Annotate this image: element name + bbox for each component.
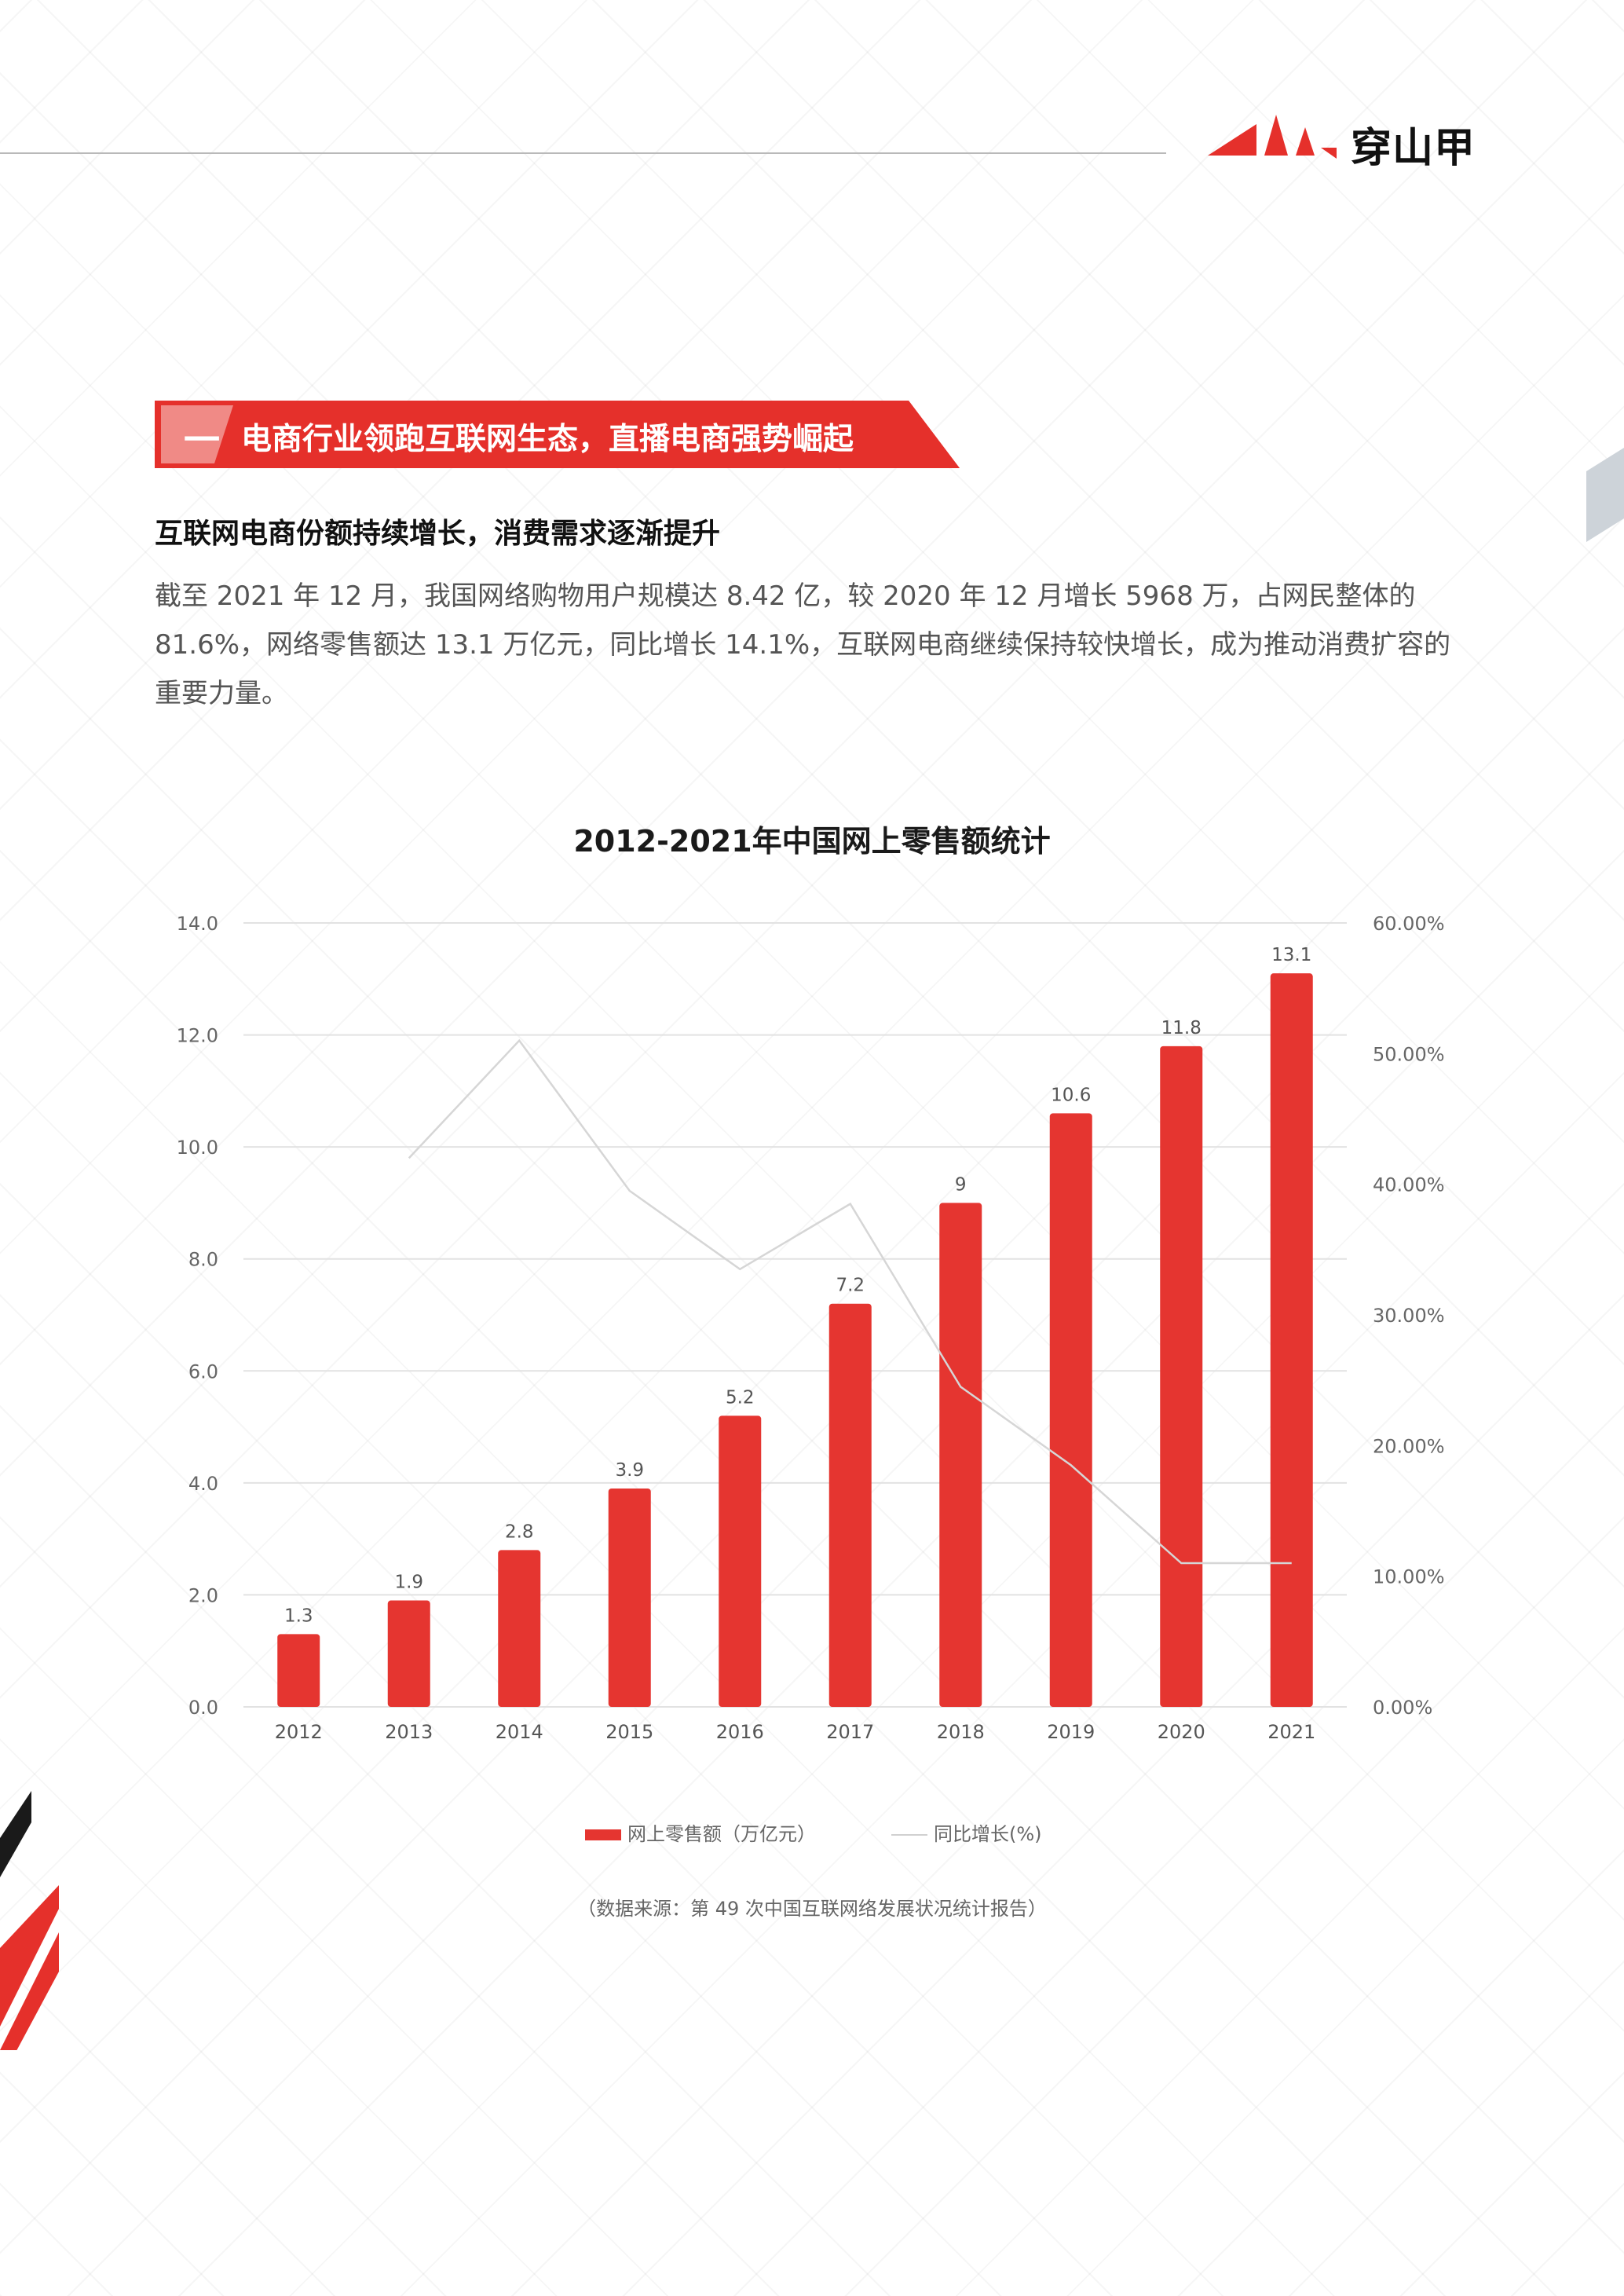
x-tick-label: 2021 <box>1267 1721 1315 1743</box>
legend-line-label: 同比增长(%) <box>934 1823 1042 1845</box>
bar-value-label: 3.9 <box>615 1460 644 1481</box>
y2-tick-label: 50.00% <box>1373 1043 1445 1065</box>
legend-bar-label: 网上零售额（万亿元） <box>627 1823 816 1845</box>
bar-value-label: 7.2 <box>836 1276 865 1296</box>
legend-item-bar: 网上零售额（万亿元） <box>585 1818 816 1846</box>
y-tick-label: 8.0 <box>188 1249 218 1271</box>
x-tick-label: 2014 <box>496 1721 543 1743</box>
section-number: 一 <box>184 419 220 461</box>
decorative-stripes <box>0 1791 59 2050</box>
logo-text: 穿山甲 <box>1351 125 1476 172</box>
bar-value-label: 13.1 <box>1271 945 1311 965</box>
y-tick-label: 4.0 <box>188 1473 218 1495</box>
intro-paragraph: 截至 2021 年 12 月，我国网络购物用户规模达 8.42 亿，较 2020… <box>155 580 1451 709</box>
y-tick-label: 10.0 <box>177 1137 218 1159</box>
section-title: 电商行业领跑互联网生态，直播电商强势崛起 <box>241 422 854 457</box>
growth-line <box>408 1038 1292 1565</box>
x-tick-label: 2016 <box>716 1721 764 1743</box>
bar <box>719 1415 762 1707</box>
bar <box>277 1634 320 1707</box>
retail-chart: 0.0 2.0 4.0 6.0 8.0 10.0 12.0 14.0 0.00% 10.00% 20… <box>177 913 1445 1743</box>
brand-logo: 穿山甲 <box>1202 110 1475 173</box>
y2-tick-label: 60.00% <box>1373 913 1445 935</box>
subheading: 互联网电商份额持续增长，消费需求逐渐提升 <box>155 518 721 550</box>
x-tick-label: 2019 <box>1047 1721 1095 1743</box>
bar-value-label: 11.8 <box>1161 1018 1202 1038</box>
bar-value-label: 9 <box>955 1174 967 1195</box>
legend-line-swatch <box>891 1834 927 1836</box>
chart-title: 2012-2021年中国网上零售额统计 <box>573 824 1051 859</box>
y-tick-label: 6.0 <box>188 1360 218 1382</box>
bar <box>387 1600 430 1707</box>
x-tick-label: 2017 <box>826 1721 874 1743</box>
source-note: （数据来源：第 49 次中国互联网络发展状况统计报告） <box>577 1898 1047 1920</box>
bar-value-label: 1.9 <box>394 1573 423 1593</box>
y2-tick-label: 0.00% <box>1373 1697 1432 1719</box>
x-tick-label: 2018 <box>937 1721 985 1743</box>
y-tick-label: 2.0 <box>188 1584 218 1606</box>
bar <box>498 1550 541 1707</box>
section-banner: 一 电商行业领跑互联网生态，直播电商强势崛起 <box>155 401 960 471</box>
bar <box>1049 1113 1092 1707</box>
bar <box>939 1203 982 1707</box>
y2-tick-label: 30.00% <box>1373 1305 1445 1327</box>
y-tick-label: 12.0 <box>177 1025 218 1047</box>
logo-mark-icon <box>1208 115 1337 159</box>
x-tick-label: 2020 <box>1158 1721 1205 1743</box>
x-tick-label: 2013 <box>385 1721 433 1743</box>
decorative-tab <box>1586 448 1624 542</box>
bar-value-label: 10.6 <box>1051 1085 1091 1105</box>
y2-tick-label: 40.00% <box>1373 1174 1445 1196</box>
bar <box>608 1488 651 1707</box>
section-banner-shape <box>155 401 960 468</box>
x-tick-label: 2012 <box>275 1721 323 1743</box>
bar <box>1270 973 1313 1707</box>
y2-tick-label: 20.00% <box>1373 1435 1445 1457</box>
bar <box>828 1303 872 1707</box>
legend-bar-swatch <box>585 1829 621 1840</box>
bar-value-label: 2.8 <box>505 1522 534 1542</box>
legend-item-line: 同比增长(%) <box>891 1818 1042 1846</box>
y-tick-label: 0.0 <box>188 1697 218 1719</box>
y-tick-label: 14.0 <box>177 913 218 935</box>
y2-tick-label: 10.00% <box>1373 1566 1445 1588</box>
bar-value-label: 5.2 <box>726 1387 755 1408</box>
bar-value-label: 1.3 <box>284 1606 313 1626</box>
x-tick-label: 2015 <box>605 1721 653 1743</box>
header-rule <box>0 152 1166 154</box>
bar <box>1160 1045 1203 1707</box>
